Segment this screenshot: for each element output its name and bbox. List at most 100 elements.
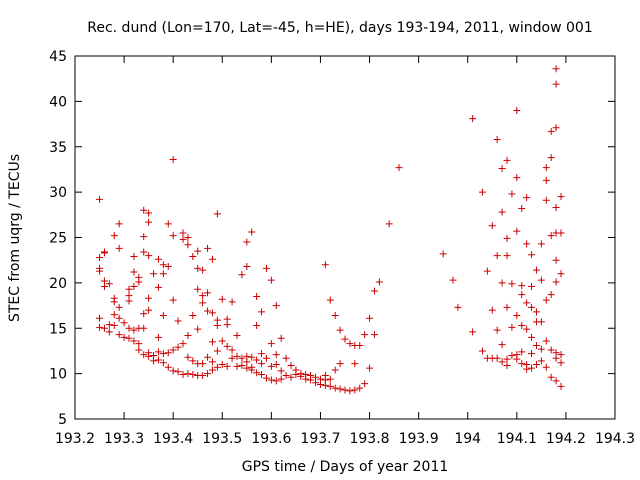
data-point <box>557 359 565 367</box>
chart-title: Rec. dund (Lon=170, Lat=-45, h=HE), days… <box>87 20 593 36</box>
data-point <box>493 354 501 362</box>
data-point <box>179 229 187 237</box>
data-point <box>493 326 501 334</box>
data-point <box>326 296 334 304</box>
x-tick-label: 193.2 <box>55 431 95 447</box>
data-point <box>508 351 516 359</box>
data-point <box>518 291 526 299</box>
data-point <box>503 361 511 369</box>
data-point <box>194 325 202 333</box>
data-point <box>351 386 359 394</box>
data-point <box>208 255 216 263</box>
data-point <box>184 234 192 241</box>
data-point <box>154 333 162 341</box>
data-point <box>213 322 221 330</box>
x-axis-label: GPS time / Days of year 2011 <box>242 459 449 475</box>
data-point <box>518 322 526 330</box>
data-point <box>528 364 536 372</box>
data-point <box>272 302 280 310</box>
data-point <box>258 350 266 358</box>
data-point <box>547 154 555 162</box>
data-point <box>120 319 128 327</box>
data-point <box>312 379 320 387</box>
data-point <box>552 65 560 73</box>
data-point <box>537 318 545 326</box>
data-point <box>100 324 108 332</box>
data-point <box>154 255 162 263</box>
data-point <box>528 303 536 311</box>
data-point <box>552 278 560 286</box>
data-point <box>169 155 177 163</box>
y-tick-label: 10 <box>49 367 67 383</box>
data-point <box>253 356 261 364</box>
data-point <box>164 363 172 371</box>
data-point <box>140 351 148 359</box>
data-point <box>228 354 236 362</box>
data-point <box>159 359 167 367</box>
data-point <box>478 188 486 196</box>
data-point <box>542 164 550 172</box>
data-point <box>96 323 104 331</box>
data-point <box>100 283 108 291</box>
data-point <box>115 314 123 322</box>
data-point <box>150 270 158 278</box>
data-point <box>272 361 280 369</box>
data-point <box>542 296 550 304</box>
data-point <box>503 252 511 260</box>
data-point <box>140 324 148 332</box>
data-point <box>135 346 143 354</box>
data-points <box>96 65 565 395</box>
data-point <box>542 196 550 204</box>
data-point <box>184 353 192 361</box>
data-point <box>331 384 339 392</box>
data-point <box>503 234 511 242</box>
data-point <box>179 235 187 243</box>
data-point <box>523 325 531 333</box>
data-point <box>199 360 207 368</box>
data-point <box>356 384 364 392</box>
data-point <box>375 278 383 286</box>
data-point <box>125 334 133 342</box>
data-point <box>223 321 231 329</box>
data-point <box>361 331 369 339</box>
data-point <box>346 387 354 395</box>
data-point <box>125 324 133 332</box>
data-point <box>253 292 261 300</box>
data-point <box>513 355 521 363</box>
data-point <box>110 298 118 306</box>
data-point <box>341 335 349 343</box>
data-point <box>528 350 536 358</box>
data-point <box>243 364 251 372</box>
data-point <box>395 164 403 172</box>
data-point <box>145 252 153 260</box>
x-tick-label: 194.2 <box>546 431 586 447</box>
data-point <box>498 208 506 216</box>
data-point <box>272 377 280 385</box>
data-point <box>199 266 207 274</box>
data-point <box>115 220 123 228</box>
data-point <box>547 373 555 381</box>
data-point <box>164 349 172 357</box>
data-point <box>316 381 324 389</box>
data-point <box>204 307 212 315</box>
data-point <box>552 377 560 385</box>
y-axis-label: STEC from uqrg / TECUs <box>7 154 23 322</box>
data-point <box>253 322 261 330</box>
data-point <box>523 194 531 202</box>
data-point <box>528 251 536 259</box>
data-point <box>140 233 148 241</box>
data-point <box>513 312 521 320</box>
data-point <box>366 314 374 322</box>
data-point <box>258 360 266 368</box>
data-point <box>542 363 550 371</box>
data-point <box>542 176 550 184</box>
data-point <box>184 332 192 340</box>
data-point <box>439 250 447 258</box>
x-tick-label: 194 <box>454 431 481 447</box>
data-point <box>262 354 270 362</box>
data-point <box>336 385 344 393</box>
data-point <box>96 267 104 275</box>
data-point <box>96 253 104 261</box>
data-point <box>194 264 202 272</box>
data-point <box>346 340 354 348</box>
